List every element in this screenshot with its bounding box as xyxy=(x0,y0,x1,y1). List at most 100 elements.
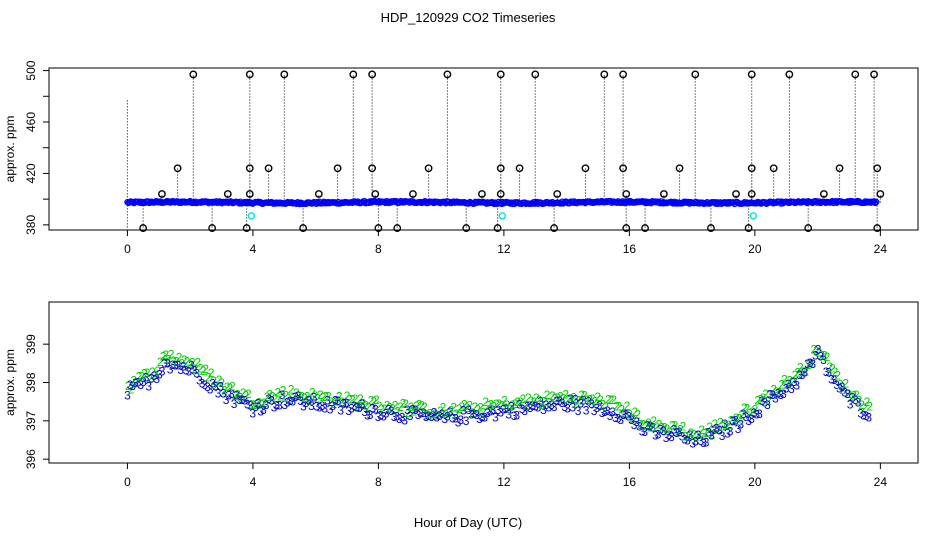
series-2-point: 2 xyxy=(706,420,713,434)
upper-panel: 0 4 8 12 16 20 24 380 420 460 500 approx. ppm xyxy=(3,60,919,256)
y-tick-label: 397 xyxy=(24,411,38,431)
spike-marker xyxy=(876,190,885,198)
series-3-point: 3 xyxy=(329,399,336,413)
plot-frame xyxy=(48,67,919,231)
series-2-point: 2 xyxy=(778,378,785,392)
series-2-point: 2 xyxy=(720,419,727,433)
series-2-point: 2 xyxy=(533,391,540,405)
series-2-point: 2 xyxy=(424,408,431,422)
spike-marker xyxy=(659,190,668,198)
series-2-point: 2 xyxy=(141,366,148,380)
series-3-point: 3 xyxy=(441,412,448,426)
series-3-point: 3 xyxy=(660,424,667,438)
series-3-point: 3 xyxy=(249,406,256,420)
y-tick-label: 399 xyxy=(24,334,38,354)
series-3-point: 3 xyxy=(740,407,747,421)
series-2-point: 2 xyxy=(221,384,228,398)
spike-marker xyxy=(208,224,217,232)
spike-marker xyxy=(732,190,740,198)
series-3-point: 3 xyxy=(255,396,262,410)
series-3-point: 3 xyxy=(444,410,451,424)
series-2-point: 2 xyxy=(757,393,764,407)
series-2-point: 2 xyxy=(584,393,591,407)
series-3-point: 3 xyxy=(535,401,542,415)
series-2-point: 2 xyxy=(397,400,404,414)
series-3-point: 3 xyxy=(172,358,179,372)
spike-marker xyxy=(299,224,308,232)
series-3-point: 3 xyxy=(257,404,264,418)
series-3-point: 3 xyxy=(324,394,331,408)
series-2-point: 2 xyxy=(762,387,769,401)
series-3-point: 3 xyxy=(863,409,870,423)
series-2-point: 2 xyxy=(786,373,793,387)
series-2-point: 2 xyxy=(306,394,313,408)
series-3-point: 3 xyxy=(809,357,816,371)
y-tick-label: 396 xyxy=(24,449,38,469)
series-2-point: 2 xyxy=(637,417,644,431)
series-2-point: 2 xyxy=(160,350,167,364)
series-3-point: 3 xyxy=(700,436,707,450)
series-2-point: 2 xyxy=(512,397,519,411)
series-2-point: 2 xyxy=(410,405,417,419)
series-3-point: 3 xyxy=(639,424,646,438)
series-3-point: 3 xyxy=(196,374,203,388)
spike-marker xyxy=(804,224,813,232)
series-2-point: 2 xyxy=(528,394,535,408)
series-3-point: 3 xyxy=(724,427,731,441)
spike-marker xyxy=(835,164,844,173)
series-3-point: 3 xyxy=(316,401,323,415)
series-2-point: 2 xyxy=(224,380,231,394)
series-3-point: 3 xyxy=(188,358,195,372)
series-3-point: 3 xyxy=(204,380,211,394)
series-2-point: 2 xyxy=(754,393,761,407)
spike-marker xyxy=(478,190,486,198)
series-2-point: 2 xyxy=(144,366,151,380)
series-2-point: 2 xyxy=(797,361,804,375)
spike-marker xyxy=(515,164,524,173)
series-2-point: 2 xyxy=(162,348,169,362)
series-2-point: 2 xyxy=(640,418,647,432)
series-2-point: 2 xyxy=(325,390,332,404)
series-3-point: 3 xyxy=(796,368,803,382)
series-3-point: 3 xyxy=(673,426,680,440)
series-2-point: 2 xyxy=(277,390,284,404)
series-3-point: 3 xyxy=(799,368,806,382)
series-3-point: 3 xyxy=(295,389,302,403)
series-2-point: 2 xyxy=(794,365,801,379)
series-2-point: 2 xyxy=(826,360,833,374)
series-2-point: 2 xyxy=(856,394,863,408)
series-3-point: 3 xyxy=(772,391,779,405)
series-3-point: 3 xyxy=(311,391,318,405)
series-3-point: 3 xyxy=(633,415,640,429)
series-2-point: 2 xyxy=(616,400,623,414)
series-2-point: 2 xyxy=(840,383,847,397)
series-3-point: 3 xyxy=(380,410,387,424)
series-2-point: 2 xyxy=(480,405,487,419)
series-2-point: 2 xyxy=(653,420,660,434)
series-3-point: 3 xyxy=(671,423,678,437)
series-2-point: 2 xyxy=(181,353,188,367)
series-3-point: 3 xyxy=(548,398,555,412)
series-3-point: 3 xyxy=(511,409,518,423)
series-2-point: 2 xyxy=(634,408,641,422)
series-3-point: 3 xyxy=(159,365,166,379)
series-2-point: 2 xyxy=(400,397,407,411)
cyan-point xyxy=(247,212,256,220)
series-2-point: 2 xyxy=(525,391,532,405)
series-2-point: 2 xyxy=(789,375,796,389)
series-2-point: 2 xyxy=(496,397,503,411)
series-2-point: 2 xyxy=(442,407,449,421)
series-2-point: 2 xyxy=(474,402,481,416)
series-2-point: 2 xyxy=(440,401,447,415)
series-point xyxy=(871,199,879,207)
x-axis-title: Hour of Day (UTC) xyxy=(414,515,522,530)
series-3-point: 3 xyxy=(857,407,864,421)
series-3-point: 3 xyxy=(513,409,520,423)
x-tick-label: 16 xyxy=(623,242,637,256)
series-2-point: 2 xyxy=(258,397,265,411)
series-3-point: 3 xyxy=(487,404,494,418)
series-2-point: 2 xyxy=(168,348,175,362)
series-2-point: 2 xyxy=(426,406,433,420)
spike-marker xyxy=(424,164,433,173)
